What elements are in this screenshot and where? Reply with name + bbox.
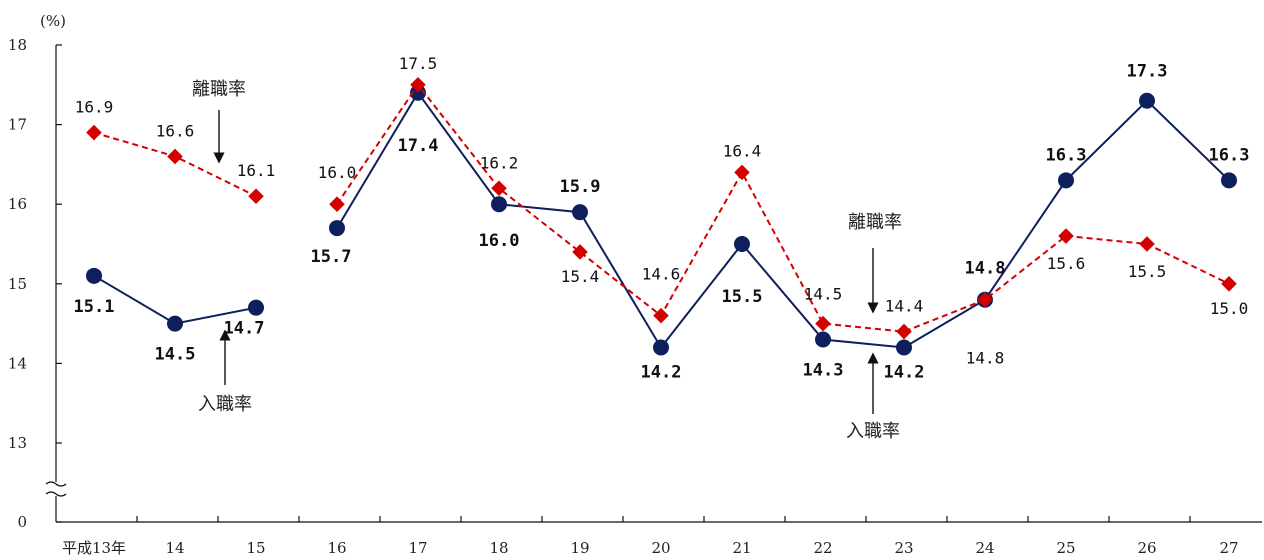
- data-label: 15.1: [74, 297, 115, 317]
- data-label: 14.5: [155, 345, 196, 365]
- label-layer: 15.1 14.5 14.7 15.7 17.4 16.0 15.9 14.2 15.5 14.3…: [74, 54, 1250, 383]
- data-label: 15.5: [722, 287, 763, 307]
- data-label: 16.1: [237, 161, 276, 180]
- data-label: 17.3: [1127, 62, 1168, 82]
- series-line: [93, 131, 257, 198]
- x-tick-label: 15: [246, 539, 265, 557]
- data-point: [572, 204, 588, 221]
- data-point: [1221, 172, 1237, 189]
- data-point: [896, 323, 912, 340]
- x-tick-label: 14: [165, 539, 184, 557]
- data-label: 14.5: [804, 285, 843, 304]
- x-tick-label: 27: [1219, 539, 1238, 557]
- data-point: [167, 315, 183, 332]
- data-label: 15.5: [1128, 262, 1167, 281]
- data-label: 14.2: [884, 362, 925, 382]
- x-tick-label: 25: [1056, 539, 1075, 557]
- x-tick-label: 22: [813, 539, 832, 557]
- data-label: 16.3: [1046, 145, 1087, 165]
- data-point: [329, 196, 345, 212]
- data-point: [896, 339, 912, 356]
- y-tick-label: 15: [8, 275, 27, 293]
- data-label: 16.6: [156, 121, 195, 140]
- data-label: 14.8: [965, 259, 1006, 279]
- data-label: 16.4: [723, 141, 762, 160]
- data-label: 14.4: [885, 297, 924, 316]
- data-point: [329, 220, 345, 237]
- data-label: 14.8: [966, 349, 1005, 368]
- data-point: [734, 236, 750, 252]
- data-label: 16.0: [318, 163, 357, 182]
- series-hire-rate: [86, 84, 1237, 356]
- data-point: [167, 148, 183, 165]
- series-layer: [86, 77, 1237, 356]
- y-tick-label: 13: [8, 434, 27, 452]
- data-label: 17.5: [399, 54, 438, 73]
- axis-break-mark: [45, 481, 67, 487]
- axis-break-mark: [45, 491, 67, 497]
- y-unit-label: (%): [40, 12, 66, 30]
- data-point: [1058, 228, 1074, 244]
- x-tick-label: 17: [408, 539, 427, 557]
- data-label: 16.9: [75, 98, 114, 117]
- data-point: [491, 180, 507, 197]
- series-line: [336, 83, 1230, 333]
- data-point: [410, 84, 426, 101]
- data-label: 14.2: [641, 362, 682, 382]
- x-tick-label: 平成13年: [62, 539, 126, 557]
- data-point: [815, 331, 831, 348]
- data-point: [734, 164, 750, 181]
- data-point: [1221, 276, 1237, 292]
- data-point: [1139, 92, 1155, 109]
- data-point: [248, 299, 264, 316]
- data-label: 17.4: [398, 136, 439, 156]
- y-tick-label: 16: [8, 195, 27, 213]
- y-tick-label: 14: [8, 354, 27, 372]
- data-point: [653, 339, 669, 356]
- y-tick-label: 0: [17, 513, 27, 531]
- data-label: 15.4: [561, 267, 600, 286]
- x-tick-label: 21: [732, 539, 751, 557]
- y-tick-label: 17: [8, 116, 27, 134]
- data-label: 14.7: [224, 319, 265, 339]
- x-tick-label: 19: [570, 539, 589, 557]
- data-point: [815, 315, 831, 332]
- x-tick-label: 24: [975, 539, 994, 557]
- x-tick-label: 20: [651, 539, 670, 557]
- data-point: [86, 124, 102, 141]
- data-point: [248, 188, 264, 205]
- x-tick-label: 23: [894, 539, 913, 557]
- data-label: 15.6: [1047, 254, 1086, 273]
- axes: 0 13 14 15 16 17 18 平成13年 14 15 16 17 18 19 20 21 22 23 24…: [8, 36, 1262, 557]
- data-point: [491, 196, 507, 213]
- series-annotation: 入職率: [846, 421, 900, 442]
- data-label: 14.3: [803, 361, 844, 381]
- series-annotation: 離職率: [192, 79, 246, 100]
- series-annotation: 離職率: [848, 212, 902, 233]
- data-point: [572, 244, 588, 260]
- series-annotation: 入職率: [198, 394, 252, 415]
- data-label: 15.9: [560, 177, 601, 197]
- data-point: [86, 267, 102, 284]
- data-label: 15.0: [1210, 299, 1249, 318]
- data-label: 16.3: [1209, 145, 1250, 165]
- data-label: 15.7: [311, 247, 352, 267]
- data-label: 14.6: [642, 265, 681, 284]
- x-tick-label: 16: [327, 539, 346, 557]
- data-label: 16.2: [480, 153, 519, 172]
- data-label: 16.0: [479, 231, 520, 251]
- data-point: [1058, 172, 1074, 189]
- series-line: [336, 90, 1230, 350]
- series-separation-rate: [86, 77, 1237, 340]
- data-point: [1139, 236, 1155, 252]
- x-tick-label: 26: [1137, 539, 1156, 557]
- y-tick-label: 18: [8, 36, 27, 54]
- x-tick-label: 18: [489, 539, 508, 557]
